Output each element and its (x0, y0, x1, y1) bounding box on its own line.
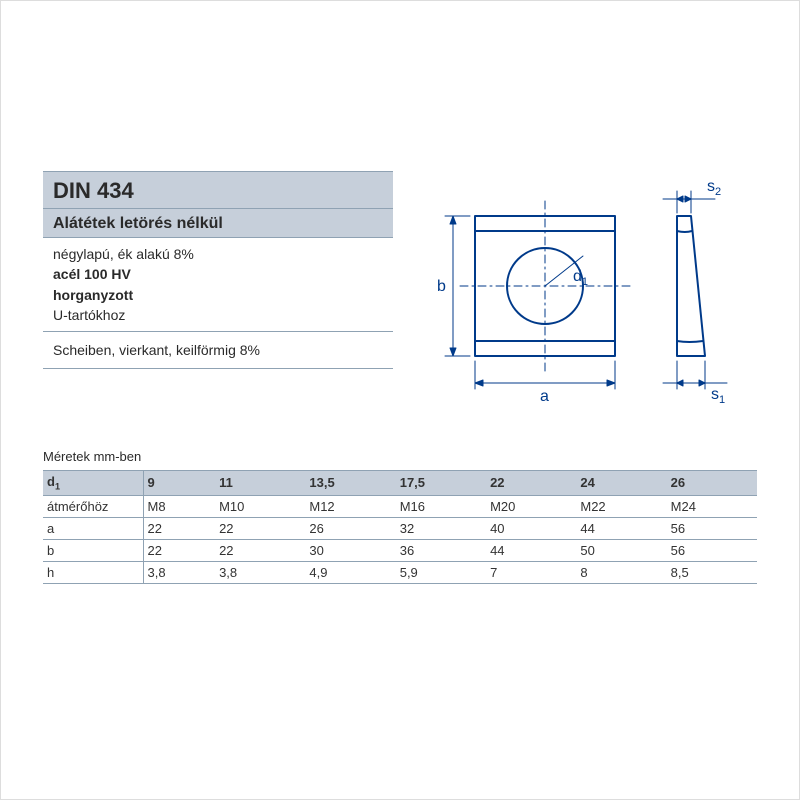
table-cell: 4,9 (305, 561, 395, 583)
table-cell: 30 (305, 539, 395, 561)
table-cell: 32 (396, 517, 486, 539)
table-cell: M22 (576, 495, 666, 517)
spec-line-3: horganyzott (53, 285, 383, 305)
table-cell: 3,8 (215, 561, 305, 583)
table-cell: 36 (396, 539, 486, 561)
washer-diagram-svg: a b d1 s2 s1 (413, 171, 757, 421)
table-cell: 5,9 (396, 561, 486, 583)
table-cell: 3,8 (143, 561, 215, 583)
table-row: átmérőhözM8M10M12M16M20M22M24 (43, 495, 757, 517)
technical-diagram: a b d1 s2 s1 (413, 171, 757, 421)
row-label: átmérőhöz (43, 495, 143, 517)
table-cell: M12 (305, 495, 395, 517)
table-header-col: 11 (215, 471, 305, 496)
table-row: a22222632404456 (43, 517, 757, 539)
table-row: h3,83,84,95,9788,5 (43, 561, 757, 583)
table-cell: 44 (576, 517, 666, 539)
table-header-col: 9 (143, 471, 215, 496)
row-label: a (43, 517, 143, 539)
table-header-d1: d1 (43, 471, 143, 496)
dimensions-table: d191113,517,5222426 átmérőhözM8M10M12M16… (43, 470, 757, 584)
dim-label-d1: d1 (573, 268, 588, 288)
table-cell: M16 (396, 495, 486, 517)
table-cell: 44 (486, 539, 576, 561)
row-label: b (43, 539, 143, 561)
table-cell: M10 (215, 495, 305, 517)
table-cell: 22 (143, 517, 215, 539)
table-cell: 8 (576, 561, 666, 583)
specs-box: négylapú, ék alakú 8% acél 100 HV horgan… (43, 237, 393, 331)
dim-label-s1: s1 (711, 386, 725, 406)
dim-label-a: a (540, 388, 549, 405)
table-header-col: 26 (667, 471, 757, 496)
table-cell: 7 (486, 561, 576, 583)
table-caption: Méretek mm-ben (43, 449, 757, 464)
standard-header: DIN 434 (43, 171, 393, 208)
table-header-col: 24 (576, 471, 666, 496)
info-column: DIN 434 Alátétek letörés nélkül négylapú… (43, 171, 393, 421)
dim-label-s2: s2 (707, 178, 721, 198)
table-cell: 56 (667, 517, 757, 539)
spec-line-4: U-tartókhoz (53, 305, 383, 325)
table-cell: 26 (305, 517, 395, 539)
spec-line-1: négylapú, ék alakú 8% (53, 244, 383, 264)
table-cell: 8,5 (667, 561, 757, 583)
table-cell: 22 (215, 517, 305, 539)
german-description: Scheiben, vierkant, keilförmig 8% (43, 331, 393, 369)
table-cell: 50 (576, 539, 666, 561)
table-cell: 56 (667, 539, 757, 561)
table-header-col: 17,5 (396, 471, 486, 496)
dim-label-b: b (437, 278, 446, 295)
standard-title: DIN 434 (53, 178, 383, 204)
table-row: b22223036445056 (43, 539, 757, 561)
table-cell: M8 (143, 495, 215, 517)
row-label: h (43, 561, 143, 583)
table-cell: M24 (667, 495, 757, 517)
table-header-col: 13,5 (305, 471, 395, 496)
table-cell: 22 (215, 539, 305, 561)
subtitle-box: Alátétek letörés nélkül (43, 208, 393, 237)
table-cell: M20 (486, 495, 576, 517)
table-cell: 22 (143, 539, 215, 561)
table-header-col: 22 (486, 471, 576, 496)
subtitle-text: Alátétek letörés nélkül (53, 215, 383, 233)
table-cell: 40 (486, 517, 576, 539)
spec-line-2: acél 100 HV (53, 264, 383, 284)
